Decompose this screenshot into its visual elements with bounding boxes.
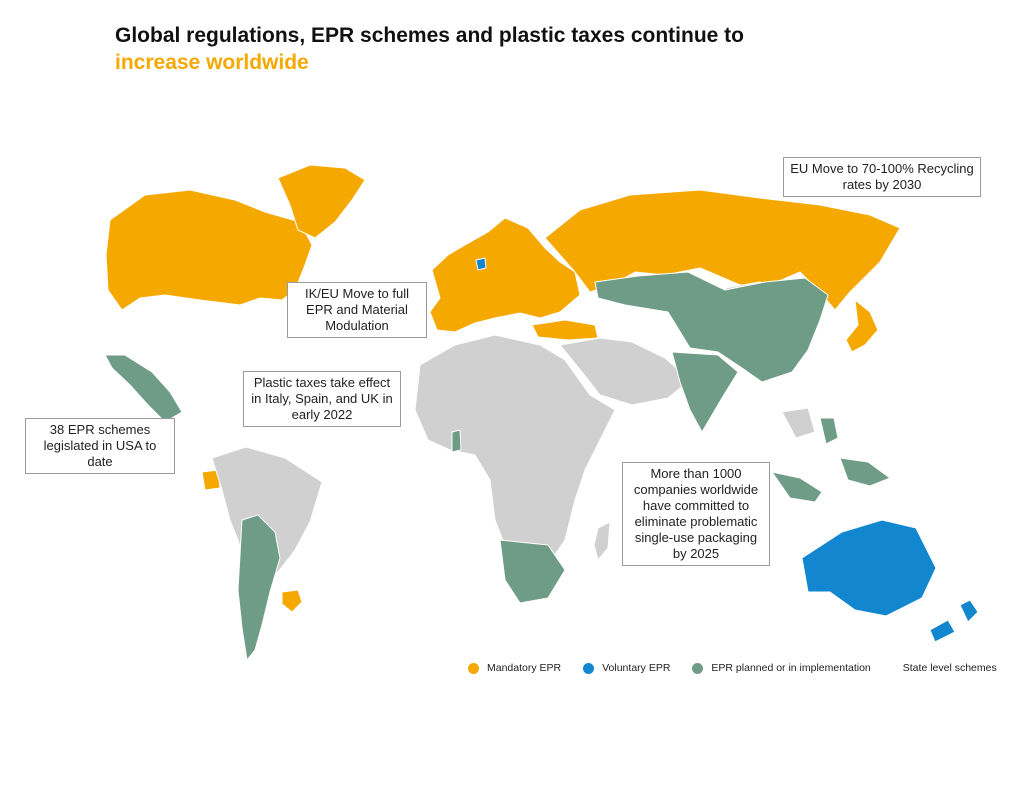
map-legend: Mandatory EPR Voluntary EPR EPR planned … xyxy=(468,662,997,674)
region-denmark xyxy=(475,257,487,271)
region-madagascar xyxy=(593,521,611,561)
region-north-america xyxy=(105,189,313,311)
region-new-zealand xyxy=(929,599,979,643)
region-indonesia-philippines xyxy=(771,417,891,503)
legend-label-voluntary: Voluntary EPR xyxy=(602,662,671,674)
region-greenland xyxy=(277,164,366,239)
region-southeast-asia xyxy=(781,407,816,439)
region-ghana xyxy=(451,429,462,453)
callout-eu-recycling: EU Move to 70-100% Recycling rates by 20… xyxy=(783,157,981,197)
legend-swatch-mandatory xyxy=(468,662,479,674)
title-line-1: Global regulations, EPR schemes and plas… xyxy=(115,24,744,47)
callout-plastic-taxes: Plastic taxes take effect in Italy, Spai… xyxy=(243,371,401,427)
region-turkey xyxy=(531,319,599,341)
callout-companies-commitment: More than 1000 companies worldwide have … xyxy=(622,462,770,566)
callout-usa-epr: 38 EPR schemes legislated in USA to date xyxy=(25,418,175,474)
map-title: Global regulations, EPR schemes and plas… xyxy=(115,22,744,76)
region-europe xyxy=(429,217,581,333)
legend-label-state: State level schemes xyxy=(902,662,997,674)
callout-uk-eu-epr: IK/EU Move to full EPR and Material Modu… xyxy=(287,282,427,338)
legend-item-mandatory: Mandatory EPR xyxy=(468,662,561,674)
legend-swatch-planned xyxy=(692,662,704,674)
region-kazakhstan-china xyxy=(594,271,829,383)
region-japan xyxy=(845,299,879,353)
region-middle-east xyxy=(559,337,691,406)
legend-item-voluntary: Voluntary EPR xyxy=(583,662,670,674)
region-south-america xyxy=(211,446,323,589)
legend-item-planned: EPR planned or in implementation xyxy=(692,662,871,674)
legend-label-planned: EPR planned or in implementation xyxy=(711,662,871,674)
region-africa xyxy=(414,334,616,573)
region-colombia-patch xyxy=(201,469,221,491)
legend-item-state: State level schemes xyxy=(903,662,997,674)
region-chile-argentina xyxy=(237,514,281,661)
legend-label-mandatory: Mandatory EPR xyxy=(487,662,562,674)
region-mexico-central-america xyxy=(104,354,183,423)
legend-swatch-voluntary xyxy=(583,662,595,674)
region-australia xyxy=(801,519,937,617)
title-line-2: increase worldwide xyxy=(115,51,309,74)
region-india xyxy=(671,351,739,433)
region-southern-africa xyxy=(499,539,566,604)
region-brazil-patch xyxy=(281,589,303,613)
